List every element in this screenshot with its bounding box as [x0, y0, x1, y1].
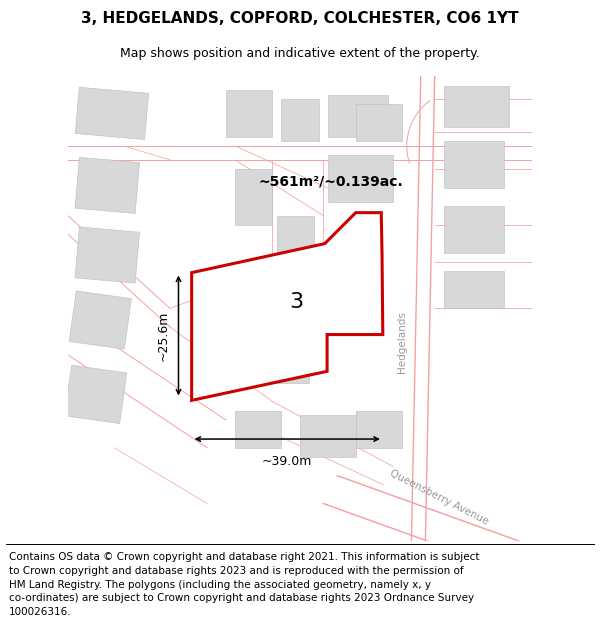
Bar: [328, 155, 393, 202]
Bar: [300, 415, 356, 457]
Bar: [356, 104, 402, 141]
Bar: [75, 158, 140, 214]
Polygon shape: [191, 213, 383, 401]
Bar: [281, 99, 319, 141]
Bar: [65, 365, 127, 424]
Bar: [75, 227, 140, 283]
Text: Queensberry Avenue: Queensberry Avenue: [388, 468, 490, 526]
Bar: [444, 271, 505, 308]
Text: Contains OS data © Crown copyright and database right 2021. This information is : Contains OS data © Crown copyright and d…: [9, 552, 479, 617]
Bar: [444, 141, 505, 188]
Text: ~561m²/~0.139ac.: ~561m²/~0.139ac.: [259, 174, 403, 188]
Text: 3, HEDGELANDS, COPFORD, COLCHESTER, CO6 1YT: 3, HEDGELANDS, COPFORD, COLCHESTER, CO6 …: [81, 11, 519, 26]
Bar: [226, 90, 272, 137]
Bar: [356, 411, 402, 447]
Bar: [328, 95, 388, 137]
Bar: [235, 169, 272, 225]
Bar: [235, 411, 281, 447]
Bar: [444, 206, 505, 252]
Text: Hedgelands: Hedgelands: [397, 311, 407, 373]
Text: ~39.0m: ~39.0m: [262, 455, 313, 468]
Bar: [69, 291, 131, 349]
Text: 3: 3: [289, 292, 304, 312]
Bar: [272, 355, 309, 382]
Bar: [444, 86, 509, 127]
Bar: [277, 216, 314, 252]
Text: Map shows position and indicative extent of the property.: Map shows position and indicative extent…: [120, 48, 480, 60]
Text: ~25.6m: ~25.6m: [156, 311, 169, 361]
Bar: [75, 88, 149, 139]
